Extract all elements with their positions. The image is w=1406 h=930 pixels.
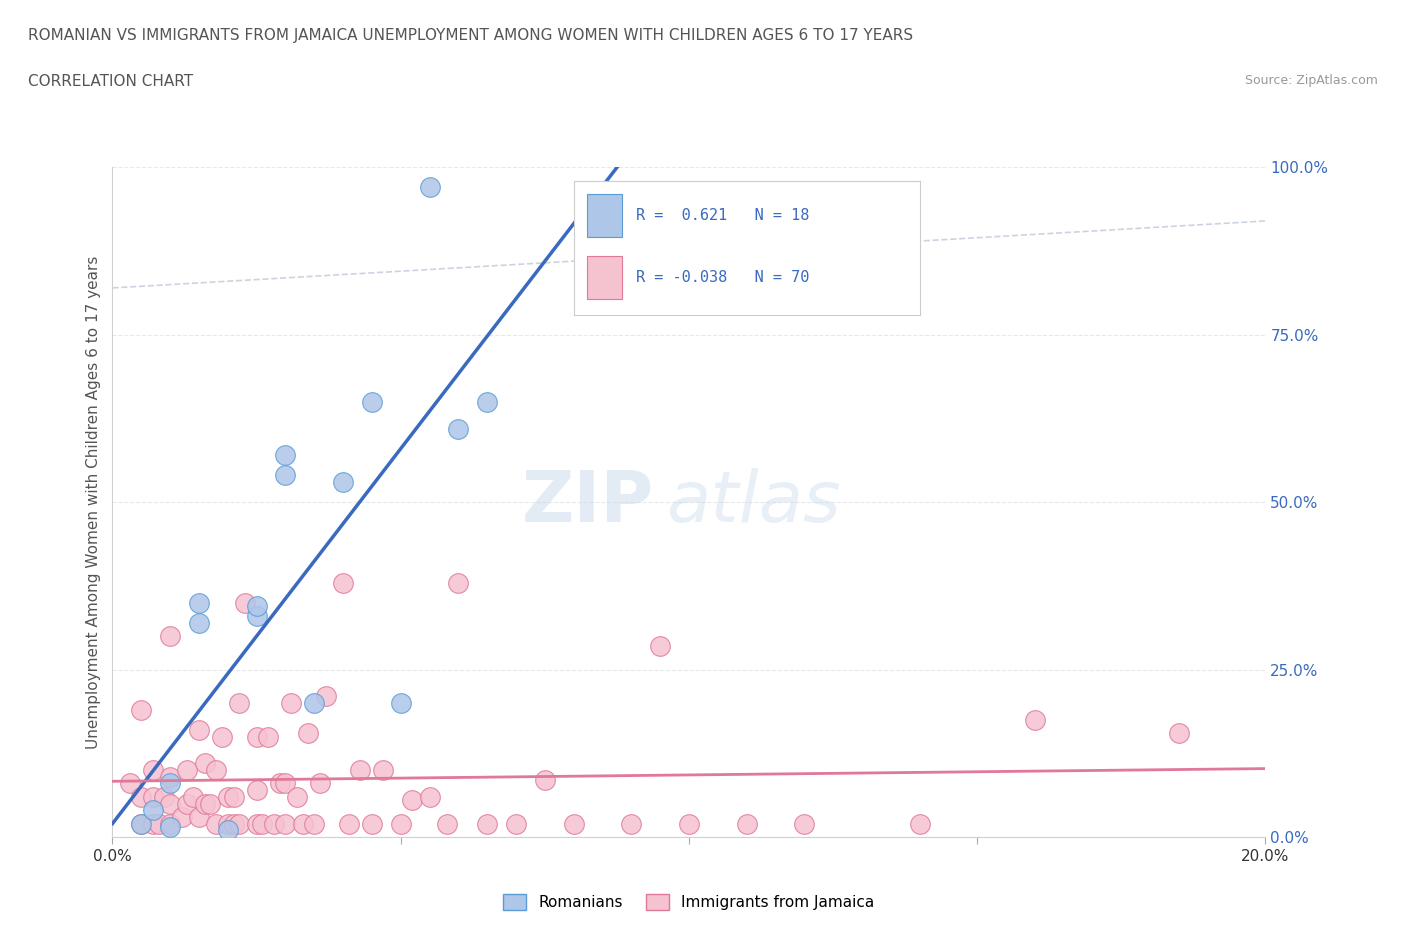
- Immigrants from Jamaica: [142, 817, 165, 831]
- Romanians: [188, 595, 211, 610]
- Immigrants from Jamaica: [176, 763, 198, 777]
- Immigrants from Jamaica: [222, 790, 245, 804]
- Immigrants from Jamaica: [188, 809, 211, 824]
- Immigrants from Jamaica: [257, 729, 280, 744]
- Immigrants from Jamaica: [153, 790, 176, 804]
- Immigrants from Jamaica: [245, 783, 267, 798]
- Immigrants from Jamaica: [142, 763, 165, 777]
- Text: atlas: atlas: [666, 468, 841, 537]
- Immigrants from Jamaica: [401, 792, 423, 807]
- Immigrants from Jamaica: [228, 696, 250, 711]
- Immigrants from Jamaica: [159, 769, 181, 784]
- Immigrants from Jamaica: [159, 796, 181, 811]
- Immigrants from Jamaica: [211, 729, 233, 744]
- Immigrants from Jamaica: [274, 817, 297, 831]
- Immigrants from Jamaica: [475, 817, 498, 831]
- Romanians: [129, 817, 153, 831]
- Romanians: [419, 180, 441, 195]
- Immigrants from Jamaica: [304, 817, 326, 831]
- Immigrants from Jamaica: [217, 817, 239, 831]
- Immigrants from Jamaica: [188, 723, 211, 737]
- Immigrants from Jamaica: [349, 763, 371, 777]
- Immigrants from Jamaica: [297, 725, 319, 740]
- Immigrants from Jamaica: [620, 817, 643, 831]
- Text: ROMANIAN VS IMMIGRANTS FROM JAMAICA UNEMPLOYMENT AMONG WOMEN WITH CHILDREN AGES : ROMANIAN VS IMMIGRANTS FROM JAMAICA UNEM…: [28, 28, 914, 43]
- Romanians: [217, 823, 239, 838]
- Immigrants from Jamaica: [274, 776, 297, 790]
- Immigrants from Jamaica: [447, 575, 470, 590]
- Immigrants from Jamaica: [1167, 725, 1189, 740]
- Romanians: [389, 696, 412, 711]
- Immigrants from Jamaica: [436, 817, 458, 831]
- Immigrants from Jamaica: [332, 575, 354, 590]
- Immigrants from Jamaica: [170, 809, 193, 824]
- Immigrants from Jamaica: [222, 817, 245, 831]
- Romanians: [360, 394, 382, 409]
- Immigrants from Jamaica: [280, 696, 302, 711]
- Immigrants from Jamaica: [908, 817, 931, 831]
- Immigrants from Jamaica: [228, 817, 250, 831]
- Romanians: [245, 599, 267, 614]
- Immigrants from Jamaica: [181, 790, 204, 804]
- Immigrants from Jamaica: [129, 790, 153, 804]
- Immigrants from Jamaica: [678, 817, 700, 831]
- Immigrants from Jamaica: [389, 817, 412, 831]
- Romanians: [304, 696, 326, 711]
- Immigrants from Jamaica: [159, 817, 181, 831]
- Immigrants from Jamaica: [142, 790, 165, 804]
- Immigrants from Jamaica: [533, 773, 555, 788]
- Immigrants from Jamaica: [419, 790, 441, 804]
- Immigrants from Jamaica: [245, 729, 267, 744]
- Immigrants from Jamaica: [245, 817, 267, 831]
- Romanians: [332, 474, 354, 489]
- Romanians: [274, 468, 297, 483]
- Romanians: [188, 616, 211, 631]
- Immigrants from Jamaica: [373, 763, 395, 777]
- Immigrants from Jamaica: [159, 629, 181, 644]
- Immigrants from Jamaica: [735, 817, 758, 831]
- Immigrants from Jamaica: [233, 595, 256, 610]
- Immigrants from Jamaica: [205, 763, 228, 777]
- Immigrants from Jamaica: [200, 796, 222, 811]
- Romanians: [447, 421, 470, 436]
- Text: Source: ZipAtlas.com: Source: ZipAtlas.com: [1244, 74, 1378, 87]
- Romanians: [475, 394, 498, 409]
- Immigrants from Jamaica: [263, 817, 285, 831]
- Immigrants from Jamaica: [505, 817, 527, 831]
- Immigrants from Jamaica: [148, 817, 170, 831]
- Immigrants from Jamaica: [194, 756, 217, 771]
- Romanians: [142, 803, 165, 817]
- Romanians: [274, 448, 297, 463]
- Immigrants from Jamaica: [315, 689, 337, 704]
- Y-axis label: Unemployment Among Women with Children Ages 6 to 17 years: Unemployment Among Women with Children A…: [86, 256, 101, 749]
- Legend: Romanians, Immigrants from Jamaica: Romanians, Immigrants from Jamaica: [498, 888, 880, 916]
- Immigrants from Jamaica: [205, 817, 228, 831]
- Immigrants from Jamaica: [285, 790, 308, 804]
- Immigrants from Jamaica: [252, 817, 274, 831]
- Immigrants from Jamaica: [1024, 712, 1046, 727]
- Immigrants from Jamaica: [118, 776, 141, 790]
- Immigrants from Jamaica: [217, 790, 239, 804]
- Immigrants from Jamaica: [337, 817, 360, 831]
- Immigrants from Jamaica: [129, 817, 153, 831]
- Immigrants from Jamaica: [309, 776, 332, 790]
- Romanians: [159, 776, 181, 790]
- Immigrants from Jamaica: [194, 796, 217, 811]
- Immigrants from Jamaica: [562, 817, 585, 831]
- Immigrants from Jamaica: [291, 817, 314, 831]
- Romanians: [159, 819, 181, 834]
- Immigrants from Jamaica: [648, 639, 672, 654]
- Romanians: [245, 608, 267, 623]
- Text: ZIP: ZIP: [522, 468, 654, 537]
- Immigrants from Jamaica: [360, 817, 382, 831]
- Immigrants from Jamaica: [793, 817, 815, 831]
- Text: CORRELATION CHART: CORRELATION CHART: [28, 74, 193, 89]
- Immigrants from Jamaica: [176, 796, 198, 811]
- Immigrants from Jamaica: [269, 776, 291, 790]
- Immigrants from Jamaica: [129, 702, 153, 717]
